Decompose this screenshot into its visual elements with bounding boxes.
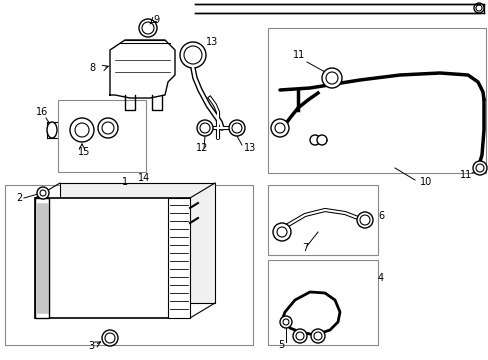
Bar: [60, 183, 215, 303]
Circle shape: [142, 22, 154, 34]
Bar: [267, 28, 485, 173]
Circle shape: [180, 42, 205, 68]
Bar: [168, 198, 190, 318]
Circle shape: [309, 135, 319, 145]
Circle shape: [200, 123, 209, 133]
Circle shape: [295, 332, 304, 340]
Circle shape: [102, 122, 114, 134]
Text: 11: 11: [459, 170, 471, 180]
Bar: [267, 260, 377, 345]
Circle shape: [37, 187, 49, 199]
Circle shape: [356, 212, 372, 228]
Bar: [5, 185, 252, 345]
Text: 11: 11: [292, 50, 305, 60]
Circle shape: [321, 68, 341, 88]
Text: 9: 9: [153, 15, 159, 25]
Text: 4: 4: [377, 273, 384, 283]
Circle shape: [472, 161, 486, 175]
Text: 8: 8: [89, 63, 95, 73]
Circle shape: [280, 316, 291, 328]
Circle shape: [75, 123, 89, 137]
Circle shape: [276, 227, 286, 237]
Circle shape: [292, 329, 306, 343]
Circle shape: [359, 215, 369, 225]
Text: 3: 3: [88, 341, 94, 351]
Circle shape: [228, 120, 244, 136]
Circle shape: [473, 3, 483, 13]
Text: 6: 6: [377, 211, 384, 221]
Circle shape: [313, 332, 321, 340]
Circle shape: [310, 329, 325, 343]
Circle shape: [272, 223, 290, 241]
Circle shape: [316, 135, 326, 145]
Text: 13: 13: [244, 143, 256, 153]
Circle shape: [183, 46, 202, 64]
Text: 2: 2: [16, 193, 22, 203]
Text: 7: 7: [302, 243, 307, 253]
Polygon shape: [110, 40, 175, 98]
Text: 10: 10: [419, 177, 431, 187]
Text: 15: 15: [78, 147, 90, 157]
Text: 13: 13: [205, 37, 218, 47]
Circle shape: [274, 123, 285, 133]
Circle shape: [40, 190, 46, 196]
Circle shape: [270, 119, 288, 137]
Circle shape: [197, 120, 213, 136]
Circle shape: [475, 164, 483, 172]
Circle shape: [283, 319, 288, 325]
Circle shape: [70, 118, 94, 142]
Text: 1: 1: [122, 177, 128, 187]
Ellipse shape: [47, 122, 57, 138]
Text: 5: 5: [278, 340, 284, 350]
Bar: [35, 198, 49, 318]
Circle shape: [98, 118, 118, 138]
Text: 12: 12: [196, 143, 208, 153]
Circle shape: [139, 19, 157, 37]
Circle shape: [231, 123, 242, 133]
Circle shape: [105, 333, 115, 343]
Bar: [58, 100, 146, 172]
Circle shape: [102, 330, 118, 346]
Circle shape: [325, 72, 337, 84]
Circle shape: [475, 5, 481, 11]
Polygon shape: [282, 292, 339, 335]
Text: 14: 14: [138, 173, 150, 183]
Bar: [35, 198, 190, 318]
Text: 16: 16: [36, 107, 48, 117]
Bar: [267, 185, 377, 255]
